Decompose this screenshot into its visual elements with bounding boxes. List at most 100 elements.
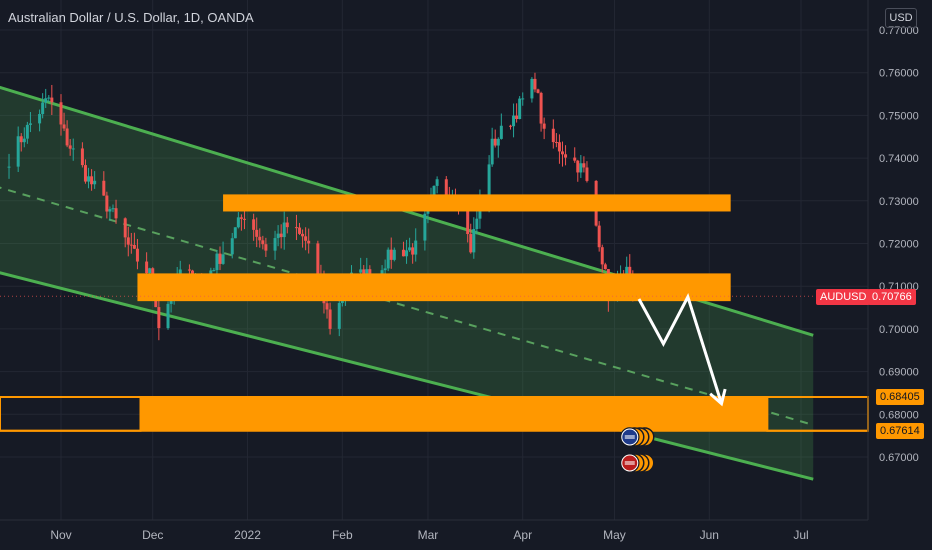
candle-body xyxy=(47,97,51,99)
zone-rect xyxy=(137,273,731,302)
candle-body xyxy=(50,97,54,103)
candle-body xyxy=(603,264,607,270)
candle xyxy=(157,299,161,341)
candle-body xyxy=(102,180,106,196)
candle-body xyxy=(105,195,109,212)
candle xyxy=(573,147,577,163)
y-tick-label: 0.70000 xyxy=(879,324,919,336)
candle-body xyxy=(273,238,277,251)
candle xyxy=(294,214,298,241)
candle xyxy=(255,217,259,248)
candle xyxy=(132,232,136,250)
candle-body xyxy=(7,166,11,168)
candle xyxy=(490,127,494,167)
candle xyxy=(533,72,537,93)
candle xyxy=(496,137,500,158)
candle xyxy=(71,138,75,161)
candle-body xyxy=(80,148,84,166)
candle-body xyxy=(328,309,332,329)
candle-body xyxy=(123,218,127,238)
candle xyxy=(469,223,473,254)
candle xyxy=(301,229,305,248)
candle-body xyxy=(44,98,48,103)
candle-body xyxy=(252,219,256,230)
candle-body xyxy=(499,125,503,139)
candle xyxy=(261,235,265,250)
candle xyxy=(83,159,87,184)
candle xyxy=(435,176,439,194)
candle-body xyxy=(423,213,427,241)
candle-body xyxy=(408,247,412,251)
currency-selector[interactable]: USD xyxy=(885,8,917,28)
candle-body xyxy=(392,249,396,260)
candle-body xyxy=(560,151,564,155)
candle-body xyxy=(600,247,604,265)
y-tick-label: 0.67000 xyxy=(879,452,919,464)
candle xyxy=(273,230,277,260)
candle xyxy=(509,124,513,130)
candle xyxy=(411,243,415,264)
candle-body xyxy=(521,98,525,100)
candle-body xyxy=(169,298,173,304)
candle-body xyxy=(515,115,519,120)
candle xyxy=(22,127,26,148)
axes: 0.670000.680000.690000.700000.710000.720… xyxy=(0,0,919,542)
candle xyxy=(129,232,133,254)
candle xyxy=(135,238,139,270)
candle-body xyxy=(401,249,405,257)
x-tick-label: 2022 xyxy=(234,528,261,542)
candle xyxy=(218,246,222,271)
candle-body xyxy=(87,176,91,182)
candle-body xyxy=(512,115,516,127)
candle-body xyxy=(554,142,558,144)
candle-body xyxy=(475,218,479,230)
candle xyxy=(264,237,268,257)
candle xyxy=(166,301,170,330)
candle xyxy=(600,244,604,273)
candle xyxy=(554,133,558,148)
candle-body xyxy=(579,163,583,173)
candle-body xyxy=(65,128,69,146)
candle xyxy=(242,208,246,230)
candle xyxy=(536,88,540,94)
candle xyxy=(212,267,216,272)
candle-body xyxy=(108,209,112,212)
candle-body xyxy=(145,261,149,274)
candle xyxy=(475,208,479,235)
y-tick-label: 0.72000 xyxy=(879,239,919,251)
candle-body xyxy=(536,89,540,93)
projection-path xyxy=(637,292,723,405)
candle-body xyxy=(380,270,384,275)
y-tick-label: 0.75000 xyxy=(879,110,919,122)
candle xyxy=(551,119,555,149)
candle xyxy=(236,212,240,229)
upper-level-tag: 0.68405 xyxy=(876,389,924,405)
candle-body xyxy=(405,250,409,257)
candle xyxy=(38,109,42,132)
candle-body xyxy=(59,102,63,125)
channel-midline xyxy=(0,186,814,426)
candle xyxy=(603,262,607,270)
candle xyxy=(114,199,118,224)
event-markers xyxy=(620,427,655,473)
candle xyxy=(576,159,580,182)
candle-body xyxy=(411,247,415,255)
candle xyxy=(276,225,280,247)
candle-body xyxy=(597,225,601,248)
candle-body xyxy=(557,142,561,152)
candle xyxy=(304,227,308,251)
projection-arrow xyxy=(637,292,727,407)
candle-body xyxy=(221,254,225,264)
candle-body xyxy=(218,253,222,264)
candle xyxy=(93,171,97,189)
candle-body xyxy=(279,233,283,238)
candle-body xyxy=(414,240,418,255)
candle-body xyxy=(564,154,568,158)
candle-body xyxy=(304,236,308,241)
candle-body xyxy=(264,244,268,251)
candle-body xyxy=(298,227,302,234)
candle-body xyxy=(129,244,133,246)
candle-body xyxy=(25,124,29,139)
candle-body xyxy=(28,123,32,125)
